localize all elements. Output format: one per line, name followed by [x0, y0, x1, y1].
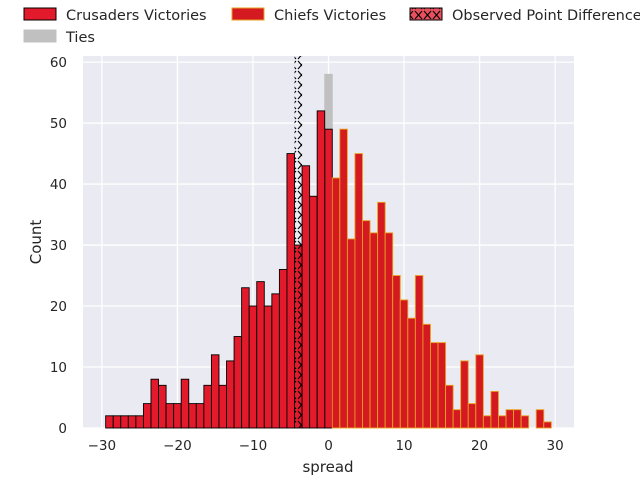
chiefs-bar [460, 360, 469, 429]
chiefs-bar [498, 415, 507, 429]
y-tick-labels: 0 10 20 30 40 50 60 [50, 55, 67, 437]
crusaders-bar [142, 403, 152, 429]
crusaders-bar [127, 415, 137, 429]
crusaders-bar [286, 153, 295, 429]
crusaders-bar [158, 384, 167, 429]
crusaders-bar [248, 305, 258, 429]
chiefs-bar [475, 354, 484, 429]
crusaders-bar [120, 415, 129, 429]
chiefs-bar [422, 323, 431, 429]
chiefs-bar [369, 232, 379, 429]
chiefs-bar [392, 275, 401, 429]
crusaders-bar [241, 287, 250, 429]
chiefs-bar [377, 201, 386, 429]
y-tick-label: 10 [50, 360, 67, 376]
y-tick-label: 60 [50, 55, 67, 71]
legend: Crusaders Victories Ties Chiefs Victories O… [23, 7, 640, 46]
x-axis-label: spread [302, 458, 353, 476]
x-tick-label: −30 [88, 438, 117, 454]
x-tick-label: 10 [395, 438, 412, 454]
crusaders-bar [105, 415, 114, 429]
chiefs-bar [445, 384, 454, 429]
crusaders-bar [233, 336, 243, 429]
chiefs-bar [482, 415, 492, 429]
crusaders-bar [203, 384, 212, 429]
chiefs-legend-swatch [231, 7, 265, 21]
crusaders-bar [165, 403, 175, 429]
crusaders-bar [112, 415, 122, 429]
crusaders-bar [218, 384, 227, 429]
chiefs-legend-label: Chiefs Victories [274, 8, 386, 24]
crusaders-bar [301, 165, 311, 429]
crusaders-bar [195, 403, 205, 429]
y-tick-label: 30 [50, 238, 67, 254]
chiefs-bar [513, 409, 522, 429]
crusaders-bar [316, 110, 326, 429]
chiefs-bar [414, 275, 424, 429]
x-tick-label: −10 [239, 438, 268, 454]
crusaders-bar [173, 403, 182, 429]
chiefs-bar [430, 342, 439, 429]
x-tick-label: −20 [163, 438, 192, 454]
chiefs-bar [331, 177, 341, 429]
chiefs-bar [399, 299, 409, 429]
x-tick-labels: −30 −20 −10 0 10 20 30 [88, 438, 564, 454]
chiefs-bar [339, 128, 348, 429]
crusaders-bar [271, 293, 280, 429]
crusaders-bar [188, 403, 197, 429]
chiefs-bar [437, 342, 447, 429]
x-tick-label: 0 [324, 438, 333, 454]
chiefs-bar [520, 415, 530, 429]
x-tick-label: 20 [471, 438, 488, 454]
observed-point-difference-bar [294, 56, 303, 428]
x-tick-label: 30 [547, 438, 564, 454]
chiefs-bar [452, 409, 462, 429]
ties-legend-label: Ties [65, 30, 95, 46]
crusaders-bar [309, 195, 318, 429]
chiefs-bar [407, 317, 416, 429]
y-tick-label: 20 [50, 299, 67, 315]
chiefs-bar [490, 390, 499, 429]
observed-legend-label: Observed Point Difference [452, 8, 640, 24]
crusaders-bar [256, 281, 265, 429]
crusaders-legend-swatch [23, 7, 57, 21]
chiefs-bar [543, 421, 552, 429]
chiefs-bar [346, 238, 356, 429]
crusaders-bar [150, 378, 159, 429]
crusaders-bar [135, 415, 144, 429]
chiefs-bar [467, 403, 477, 429]
crusaders-bar [263, 305, 273, 429]
histogram-bars [105, 56, 552, 429]
chiefs-bar [354, 153, 363, 429]
crusaders-bar [278, 268, 288, 429]
chiefs-bar [362, 220, 371, 429]
crusaders-legend-label: Crusaders Victories [66, 8, 207, 24]
y-axis-label: Count [27, 220, 45, 265]
chiefs-bar [384, 232, 394, 429]
crusaders-bar [210, 354, 220, 429]
ties-legend-swatch [23, 29, 57, 43]
crusaders-bar [226, 360, 235, 429]
y-tick-label: 50 [50, 116, 67, 132]
chiefs-bar [535, 409, 545, 429]
observed-legend-hatch [410, 8, 442, 20]
crusaders-bar [180, 378, 190, 429]
chiefs-bar [505, 409, 515, 429]
y-tick-label: 40 [50, 177, 67, 193]
y-tick-label: 0 [58, 421, 67, 437]
crusaders-bar [324, 128, 333, 429]
